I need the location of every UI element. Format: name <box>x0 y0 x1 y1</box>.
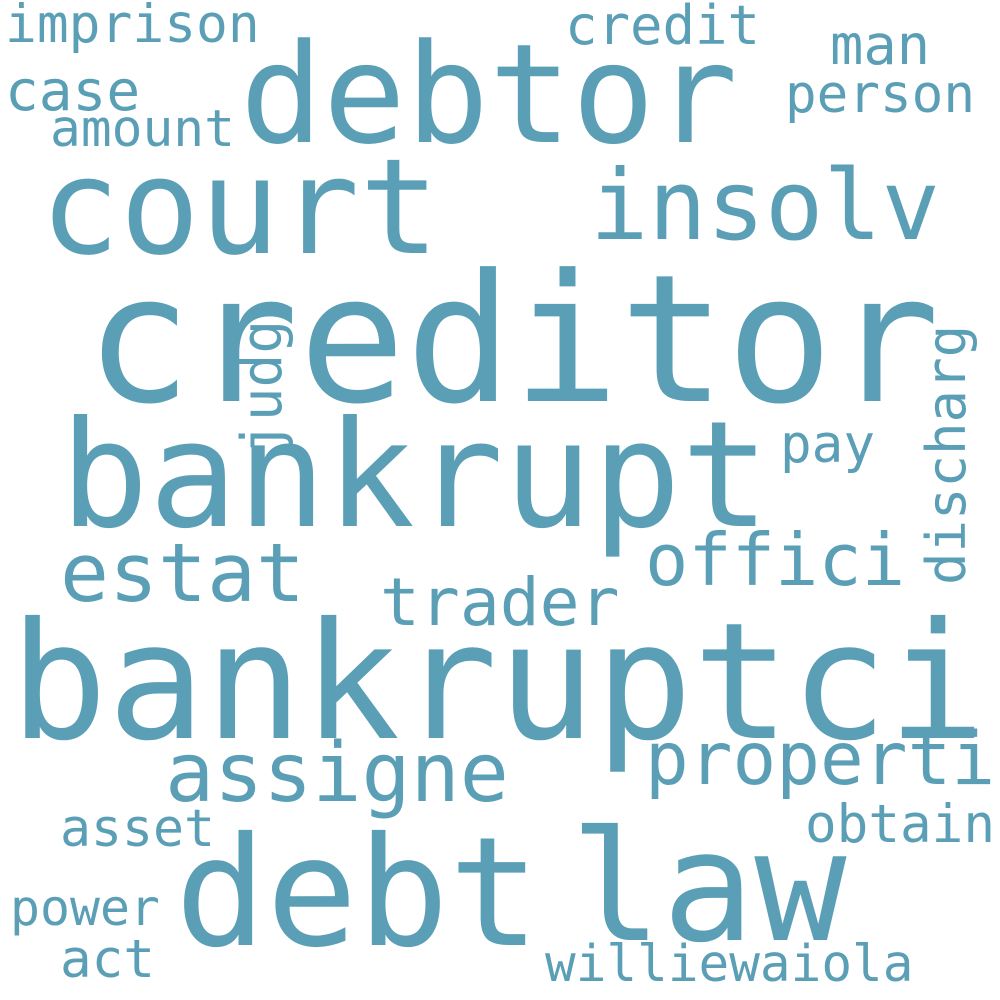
word-person: person <box>785 63 975 125</box>
word-case: case <box>5 58 141 124</box>
word-court: court <box>40 131 440 286</box>
word-debt: debt <box>175 803 541 981</box>
word-williewaiola: williewaiola <box>545 934 914 994</box>
word-debtor: debtor <box>240 15 738 176</box>
word-bankruptci: bankruptci <box>10 588 986 777</box>
word-imprison: imprison <box>5 0 260 55</box>
word-bankrupt: bankrupt <box>60 389 770 562</box>
word-amount: amount <box>50 98 235 159</box>
word-discharg: discharg <box>915 324 978 585</box>
word-trader: trader <box>380 562 620 641</box>
word-properti: properti <box>645 717 996 802</box>
word-power: power <box>10 879 160 937</box>
word-asset: asset <box>60 798 216 859</box>
word-pay: pay <box>780 413 875 475</box>
word-man: man <box>830 13 931 78</box>
word-assigne: assigne <box>165 726 509 822</box>
word-offici: offici <box>645 517 906 602</box>
word-law: law <box>570 798 847 977</box>
word-credit: credit <box>565 0 761 57</box>
word-estat: estat <box>60 526 306 622</box>
word-judg: judg <box>230 319 295 455</box>
word-obtain: obtain <box>805 793 995 855</box>
word-creditor: creditor <box>85 236 940 444</box>
word-insolv: insolv <box>590 149 940 263</box>
word-act: act <box>60 928 155 990</box>
